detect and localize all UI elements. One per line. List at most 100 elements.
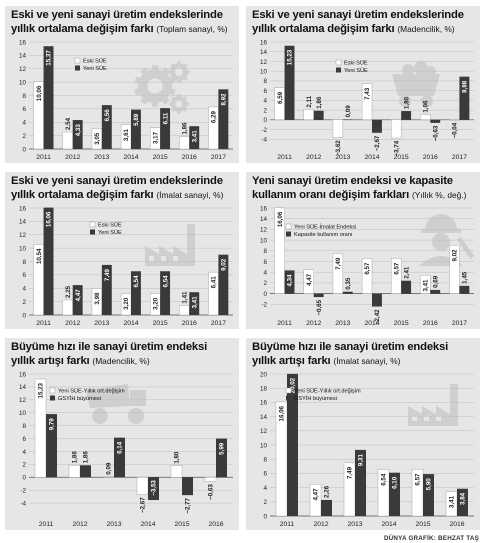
x-tick-label: 2014 xyxy=(364,320,379,327)
x-tick-label: 2017 xyxy=(211,320,226,327)
bar xyxy=(391,119,402,139)
y-tick-label: 10 xyxy=(19,79,27,86)
y-tick-label: 10 xyxy=(260,237,268,244)
bar-value-label: 16,06 xyxy=(279,405,286,421)
factory-icon xyxy=(408,384,458,426)
y-tick-label: 6 xyxy=(263,471,267,478)
x-tick-label: 2012 xyxy=(65,154,80,161)
legend-label: Kapasite kullanım oranı xyxy=(294,232,353,238)
y-tick-label: 2 xyxy=(263,499,267,506)
bar-chart-2: -4 -2 0 2 4 6 8 10 12 14 16 6,59 15,23 2011 2,11 1,86 20… xyxy=(260,39,474,161)
y-tick-label: 2 xyxy=(22,133,26,140)
x-tick-label: 2016 xyxy=(423,320,438,327)
bar xyxy=(101,264,112,315)
legend-label: Yeni SÜE-Yıllık ort.değişim xyxy=(294,388,361,395)
y-tick-label: 4 xyxy=(22,286,26,293)
y-tick-label: 4 xyxy=(263,98,267,105)
bar xyxy=(216,438,227,478)
legend-swatch xyxy=(90,229,95,235)
legend-label: Eski SÜE xyxy=(344,60,368,67)
bar-value-label: 6,41 xyxy=(211,276,218,289)
bar-chart-5: -4 -2 0 2 4 6 8 10 12 14 16 15,23 9,79 2011 1,86 1,86 20… xyxy=(19,371,233,528)
bar-value-label: 2,54 xyxy=(65,117,72,130)
bar-value-label: 4,47 xyxy=(75,289,82,302)
bar-value-label: 3,05 xyxy=(94,132,101,145)
bar-value-label: 6,10 xyxy=(392,476,399,489)
bar-value-label: 6,54 xyxy=(381,473,388,486)
legend-swatch xyxy=(89,221,96,228)
bar-value-label: 0,35 xyxy=(345,277,352,290)
bar-value-label: 2,11 xyxy=(306,95,313,107)
y-tick-label: 8 xyxy=(22,259,26,266)
chart-title-line2: yıllık ortalama değişim farkı (Toplam sa… xyxy=(11,23,228,35)
bar-value-label: 6,59 xyxy=(277,91,284,104)
chart-panel-6: Büyüme hızı ile sanayi üretim endeksi yı… xyxy=(246,338,480,530)
bar xyxy=(361,258,373,294)
y-tick-label: 12 xyxy=(260,227,268,234)
x-tick-label: 2014 xyxy=(123,154,138,161)
bar xyxy=(420,114,431,121)
y-tick-label: 8 xyxy=(22,423,26,430)
bar xyxy=(389,472,400,516)
y-tick-label: -4 xyxy=(261,137,267,144)
bar xyxy=(72,120,83,149)
y-tick-label: 12 xyxy=(260,59,268,66)
bar-value-label: −2,67 xyxy=(374,135,381,151)
bar xyxy=(170,465,183,478)
bar xyxy=(284,45,295,120)
bar-value-label: −0,63 xyxy=(432,125,439,141)
chart-subtitle: (Madencilik, %) xyxy=(397,24,455,34)
bar-value-label: 1,41 xyxy=(182,291,189,304)
bar-value-label: 9,02 xyxy=(452,249,459,262)
bar xyxy=(355,449,366,516)
bar-value-label: 1,06 xyxy=(423,100,430,113)
chart-title-line2: yıllık ortalama değişim farkı (Madencili… xyxy=(252,23,455,35)
bar xyxy=(62,299,73,316)
y-tick-label: 14 xyxy=(19,219,27,226)
x-tick-label: 2016 xyxy=(208,521,223,528)
bar-value-label: 1,86 xyxy=(72,451,79,464)
bar xyxy=(459,285,470,294)
x-tick-label: 2015 xyxy=(174,521,189,528)
y-tick-label: 8 xyxy=(263,248,267,255)
bar xyxy=(420,275,431,294)
bar-value-label: 3,20 xyxy=(123,297,130,310)
y-tick-label: 0 xyxy=(263,291,267,298)
bar xyxy=(102,476,115,478)
y-tick-label: 16 xyxy=(260,400,268,407)
bar-value-label: 6,14 xyxy=(117,441,124,454)
bar-value-label: 1,80 xyxy=(174,451,181,464)
bar-value-label: 0,69 xyxy=(432,275,439,288)
bar-value-label: 1,86 xyxy=(316,96,323,109)
bar-value-label: 3,41 xyxy=(449,495,456,508)
bar-value-label: 2,41 xyxy=(403,266,410,279)
x-tick-label: 2015 xyxy=(394,320,409,327)
y-tick-label: 20 xyxy=(260,371,268,378)
bar xyxy=(80,465,91,478)
chart-subtitle: (İmalat sanayi, %) xyxy=(156,190,224,200)
bar xyxy=(287,373,298,516)
bar xyxy=(179,305,190,316)
x-tick-label: 2011 xyxy=(280,521,295,528)
bar xyxy=(284,270,295,294)
bar-value-label: 4,33 xyxy=(75,124,82,137)
x-tick-label: 2016 xyxy=(423,154,438,161)
x-tick-label: 2014 xyxy=(381,521,396,528)
chart-title-line1: Eski ve yeni sanayi üretim endekslerinde xyxy=(252,9,464,21)
legend-label: GSYİH büyümesi xyxy=(294,395,337,402)
bar xyxy=(62,131,73,150)
bar xyxy=(101,105,112,149)
chart-subtitle: (İmalat sanayi, %) xyxy=(333,356,401,366)
bar xyxy=(43,207,54,315)
bar-value-label: 6,57 xyxy=(415,473,422,486)
chart-title-line1: Büyüme hızı ile sanayi üretim endeksi xyxy=(252,341,449,353)
y-tick-label: 8 xyxy=(22,93,26,100)
bar-value-label: −0,04 xyxy=(452,122,459,138)
minecart-icon xyxy=(392,61,440,107)
bar xyxy=(332,119,344,138)
bar xyxy=(274,207,285,294)
legend-swatch xyxy=(50,395,55,401)
chart-panel-5: Büyüme hızı ile sanayi üretim endeksi yı… xyxy=(5,338,239,530)
bar xyxy=(303,269,314,294)
chart-subtitle: (Yıllık %, değ.) xyxy=(412,190,467,200)
